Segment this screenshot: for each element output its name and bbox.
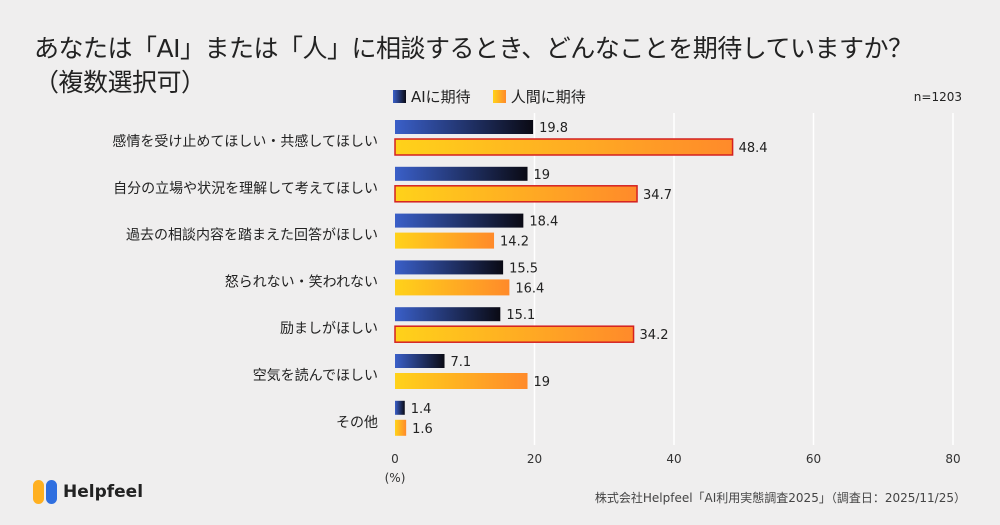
category-label: 怒られない・笑われない <box>225 274 378 290</box>
legend-human: 人間に期待 <box>492 86 586 107</box>
category-label: 自分の立場や状況を理解して考えてほしい <box>113 181 378 197</box>
legend: AIに期待 人間に期待 <box>393 86 586 107</box>
bar-human <box>394 138 734 156</box>
data-label-human: 48.4 <box>739 141 768 156</box>
x-tick-label: 60 <box>806 452 821 466</box>
x-tick-label: 40 <box>666 452 681 466</box>
data-label-ai: 15.5 <box>509 261 538 276</box>
data-label-ai: 19.8 <box>539 121 568 136</box>
legend-label-ai: AIに期待 <box>411 88 471 106</box>
bar-ai <box>395 400 405 415</box>
category-label: 空気を読んでほしい <box>253 367 378 384</box>
bar-human <box>394 185 638 203</box>
title-line-1: あなたは「AI」または「人」に相談するとき、どんなことを期待していますか？ <box>34 34 913 63</box>
helpfeel-logo: Helpfeel <box>33 480 143 504</box>
category-label: 励ましがほしい <box>280 321 378 337</box>
data-label-ai: 15.1 <box>506 308 535 323</box>
logo-text: Helpfeel <box>63 482 144 502</box>
title-line-2: （複数選択可） <box>34 68 206 97</box>
x-tick-label: 80 <box>945 452 960 466</box>
bar-human <box>395 232 495 249</box>
legend-swatch-ai <box>393 90 406 103</box>
bar-ai <box>395 213 524 228</box>
data-label-human: 34.2 <box>640 328 669 343</box>
category-label: 過去の相談内容を踏まえた回答がほしい <box>126 227 378 244</box>
bar-human <box>395 279 510 296</box>
legend-ai: AIに期待 <box>393 86 471 107</box>
x-tick-label: 20 <box>527 452 542 466</box>
bar-human <box>395 373 528 389</box>
bar-ai <box>395 120 534 134</box>
data-label-ai: 18.4 <box>529 215 558 230</box>
data-label-human: 19 <box>534 375 551 390</box>
legend-swatch-human <box>492 90 506 103</box>
x-axis-label: (%) <box>385 471 406 485</box>
bar-human <box>394 325 635 343</box>
data-label-ai: 19 <box>534 168 551 183</box>
sample-size: n=1203 <box>913 90 962 104</box>
data-label-human: 34.7 <box>643 188 672 203</box>
bar-ai <box>395 307 501 322</box>
data-label-ai: 1.4 <box>411 402 432 417</box>
bar-ai <box>395 260 504 275</box>
legend-label-human: 人間に期待 <box>510 88 586 106</box>
x-tick-label: 0 <box>391 452 399 466</box>
chart-title: あなたは「AI」または「人」に相談するとき、どんなことを期待していますか？ （複… <box>34 32 913 100</box>
bar-ai <box>395 354 445 368</box>
data-label-human: 1.6 <box>412 422 433 437</box>
data-label-human: 16.4 <box>515 281 544 296</box>
category-label: 感情を受け止めてほしい・共感してほしい <box>112 133 378 150</box>
source-note: 株式会社Helpfeel「AI利用実態調査2025」（調査日：2025/11/2… <box>594 491 966 505</box>
category-label: その他 <box>336 415 378 431</box>
logo-icon <box>33 480 57 504</box>
bar-ai <box>395 166 528 181</box>
data-label-human: 14.2 <box>500 235 529 250</box>
data-label-ai: 7.1 <box>451 355 472 370</box>
bar-human <box>395 419 407 436</box>
